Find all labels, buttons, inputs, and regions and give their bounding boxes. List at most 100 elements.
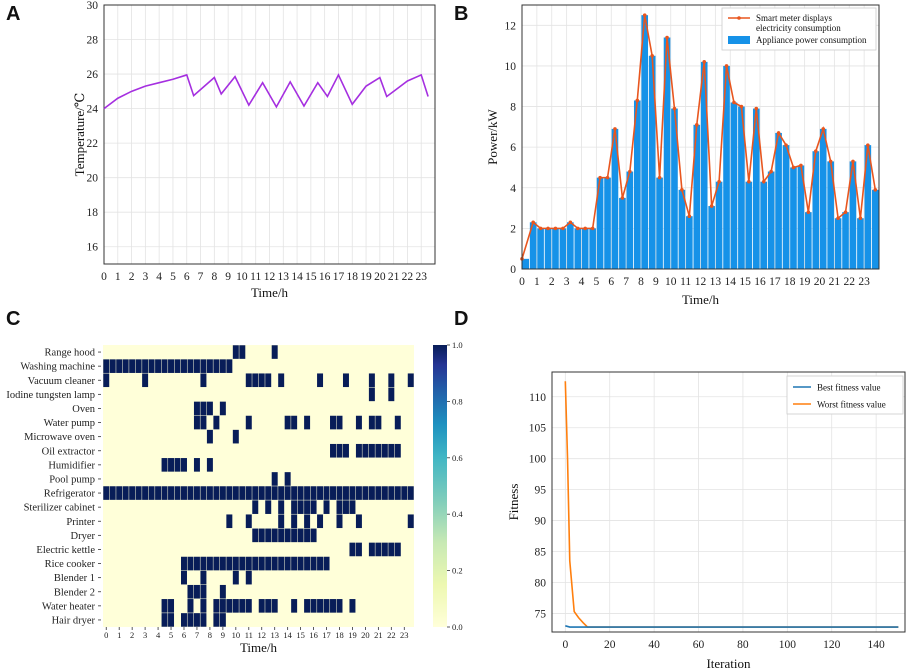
c-heatmap-cell-on — [232, 599, 239, 613]
c-heatmap-cell-on — [342, 443, 349, 458]
b-line-marker — [635, 98, 640, 103]
chart-b-power: 0 1 2 3 4 5 6 7 8 9 10 11 12 13 14 15 16 17 18 19 20 21 22 2302… — [485, 4, 880, 307]
c-heatmap-cell-on — [148, 359, 155, 373]
b-legend-marker — [737, 16, 741, 20]
c-heatmap-cell-on — [304, 500, 311, 514]
b-line-marker — [546, 226, 550, 231]
b-bar — [544, 228, 552, 269]
b-line-marker — [605, 175, 610, 180]
c-heatmap-cell-on — [375, 443, 382, 458]
d-legend-label: Worst fitness value — [817, 400, 886, 410]
c-row-label: Washing machine — [20, 362, 95, 373]
b-bar — [641, 15, 649, 270]
b-line-marker — [761, 179, 766, 184]
c-heatmap-cell-on — [278, 373, 285, 388]
c-heatmap-cell-on — [122, 359, 129, 373]
b-bar — [775, 132, 782, 269]
c-heatmap-cell-on — [239, 345, 246, 359]
c-heatmap-cell-on — [375, 415, 382, 430]
c-heatmap-cell-on — [258, 599, 265, 613]
d-xtick-label: 80 — [737, 639, 749, 651]
c-heatmap-cell-on — [265, 373, 272, 388]
b-bar — [678, 189, 686, 269]
b-xtick-label: 9 — [653, 276, 659, 288]
b-line-marker — [754, 106, 759, 111]
c-xtick-label: 22 — [387, 630, 396, 640]
c-heatmap-cell-on — [187, 584, 194, 599]
b-line-marker — [836, 216, 840, 221]
c-heatmap-cell-on — [213, 599, 220, 613]
c-row-label: Refrigerator — [44, 489, 96, 500]
b-bar — [700, 61, 708, 269]
c-heatmap-cell-on — [245, 486, 252, 500]
d-xtick-label: 0 — [562, 639, 568, 651]
c-heatmap-cell-on — [213, 613, 220, 627]
b-line-marker — [665, 35, 669, 40]
a-xtick-label: 14 — [291, 271, 303, 283]
c-heatmap-cell-on — [226, 599, 233, 613]
b-bar — [611, 128, 619, 269]
c-heatmap-cell-on — [245, 415, 252, 430]
b-xtick-label: 1 — [534, 276, 540, 288]
b-x-axis-label: Time/h — [682, 292, 720, 307]
b-bar — [842, 212, 849, 269]
c-colorbar-tick-label: 1.0 — [452, 340, 463, 350]
a-ytick-label: 18 — [87, 207, 99, 219]
b-line-marker — [531, 220, 535, 225]
d-ytick-label: 95 — [535, 485, 547, 497]
a-xtick-label: 23 — [415, 271, 427, 283]
c-heatmap-cell-on — [219, 556, 226, 571]
a-xtick-label: 18 — [347, 271, 359, 283]
b-bar — [745, 181, 753, 269]
c-heatmap-cell-on — [284, 472, 291, 486]
c-heatmap-cell-on — [109, 359, 116, 373]
b-xtick-label: 11 — [680, 276, 691, 288]
b-line-marker — [747, 179, 751, 184]
d-plot-frame — [551, 371, 906, 633]
c-heatmap-background — [103, 345, 414, 627]
c-heatmap-cell-on — [193, 401, 200, 416]
a-xtick-label: 12 — [264, 271, 276, 283]
c-heatmap-cell-on — [258, 373, 265, 388]
c-heatmap-cell-on — [381, 443, 388, 458]
c-heatmap-cell-on — [310, 556, 317, 571]
c-heatmap-cell-on — [187, 359, 194, 373]
d-legend-box — [786, 375, 904, 415]
b-bar — [812, 151, 820, 269]
c-heatmap-cell-on — [381, 542, 388, 557]
c-xtick-label: 17 — [322, 630, 331, 640]
c-colorbar-tick-label: 0.2 — [452, 566, 463, 576]
b-bar — [529, 222, 537, 269]
c-heatmap-cell-on — [193, 584, 200, 599]
b-bar — [581, 228, 589, 269]
c-heatmap-cell-on — [181, 613, 187, 627]
c-heatmap-cell-on — [291, 415, 298, 430]
b-bar — [567, 222, 574, 269]
b-ytick-label: 8 — [510, 102, 516, 114]
c-row-label: Dryer — [71, 531, 96, 542]
c-heatmap-cell-on — [219, 613, 226, 627]
d-ytick-label: 90 — [535, 516, 547, 528]
c-heatmap-cell-on — [122, 486, 129, 500]
c-heatmap-cell-on — [368, 443, 375, 458]
c-heatmap-cell-on — [252, 528, 259, 543]
c-xtick-label: 16 — [309, 630, 318, 640]
c-heatmap-cell-on — [129, 359, 136, 373]
c-heatmap-cell-on — [304, 415, 311, 430]
b-bar — [626, 171, 634, 269]
c-heatmap-cell-on — [336, 514, 343, 529]
b-line-marker — [806, 210, 811, 214]
c-xtick-label: 9 — [221, 630, 225, 640]
c-row-label: Water heater — [42, 601, 96, 612]
c-xtick-label: 8 — [208, 630, 212, 640]
b-bar — [663, 37, 671, 269]
c-heatmap-cell-on — [265, 599, 272, 613]
c-heatmap-cell-on — [330, 486, 336, 500]
c-heatmap-cell-on — [355, 514, 362, 529]
c-xtick-label: 18 — [335, 630, 344, 640]
b-xtick-label: 4 — [579, 276, 585, 288]
d-xtick-label: 60 — [693, 639, 705, 651]
b-bar — [752, 108, 760, 269]
b-line-marker — [672, 106, 677, 111]
c-heatmap-cell-on — [355, 443, 362, 458]
